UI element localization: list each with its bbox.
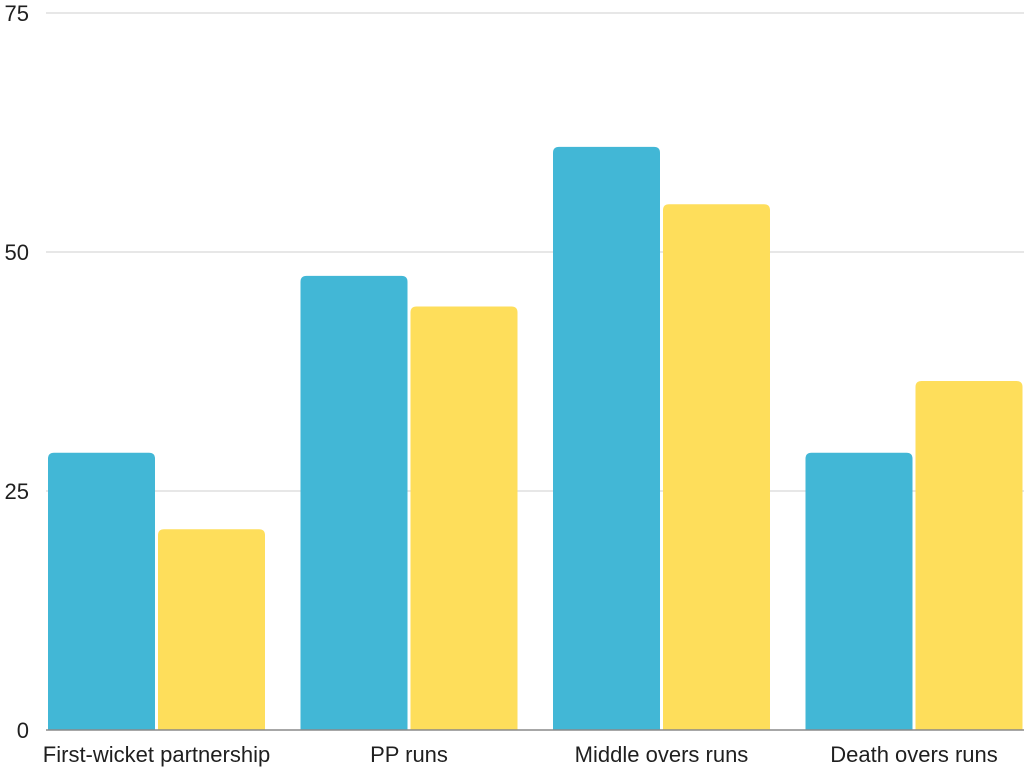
bar-series1-4: [805, 452, 913, 730]
x-tick-label-1: First-wicket partnership: [43, 742, 270, 767]
bar-series1-1: [48, 452, 155, 730]
axes: 0 25 50 75 First-wicket partnership PP runs Mi…: [5, 1, 1024, 767]
bar-series2-4: [915, 381, 1023, 730]
y-tick-label-75: 75: [5, 1, 29, 26]
y-tick-label-50: 50: [5, 240, 29, 265]
bars: [48, 146, 1023, 731]
y-tick-label-25: 25: [5, 479, 29, 504]
bar-series2-3: [663, 204, 770, 730]
y-tick-label-0: 0: [17, 718, 29, 743]
x-tick-label-2: PP runs: [370, 742, 448, 767]
x-tick-label-4: Death overs runs: [830, 742, 998, 767]
bar-series2-2: [410, 306, 518, 730]
bar-series2-1: [158, 529, 265, 730]
x-tick-label-3: Middle overs runs: [575, 742, 749, 767]
bar-series1-2: [300, 275, 408, 730]
bar-series1-3: [553, 146, 660, 731]
gridlines: [46, 12, 1024, 492]
